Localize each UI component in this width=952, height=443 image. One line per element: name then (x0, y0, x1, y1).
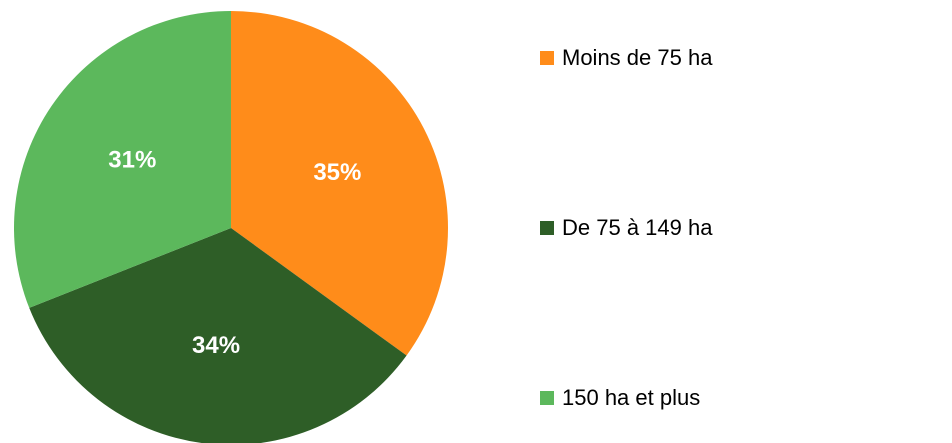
legend-label: Moins de 75 ha (562, 45, 713, 70)
data-label: 35% (313, 159, 361, 186)
pie-slice (231, 11, 448, 356)
data-label: 34% (192, 332, 240, 359)
legend-label: 150 ha et plus (562, 385, 700, 410)
legend-swatch (540, 221, 554, 235)
pie-slice (14, 11, 232, 308)
legend-swatch (540, 51, 554, 65)
legend-label: De 75 à 149 ha (562, 215, 713, 240)
legend-swatch (540, 391, 554, 405)
data-label: 31% (108, 146, 156, 173)
pie-slice (29, 228, 407, 443)
